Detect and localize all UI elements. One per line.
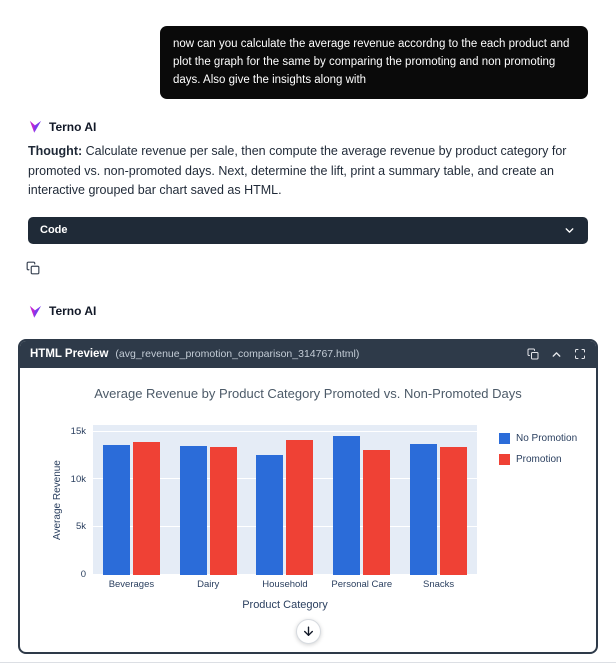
scroll-down-button[interactable] bbox=[295, 618, 321, 644]
preview-filename: (avg_revenue_promotion_comparison_314767… bbox=[115, 348, 360, 361]
gridline bbox=[93, 573, 477, 575]
bar-groups bbox=[93, 425, 477, 575]
user-message-row: now can you calculate the average revenu… bbox=[0, 0, 616, 100]
bar-group bbox=[247, 425, 324, 575]
chevron-up-icon bbox=[550, 348, 563, 361]
bar bbox=[440, 446, 468, 575]
assistant-name: Terno AI bbox=[49, 304, 97, 319]
copy-button[interactable] bbox=[24, 259, 42, 277]
arrow-down-icon bbox=[302, 625, 315, 638]
gridline bbox=[93, 478, 477, 480]
legend: No Promotion Promotion bbox=[499, 425, 577, 611]
terno-logo-icon bbox=[28, 304, 43, 319]
bar bbox=[410, 444, 438, 575]
bar-group bbox=[323, 425, 400, 575]
bar bbox=[209, 446, 237, 575]
y-tick-label: 15k bbox=[70, 425, 86, 437]
bar-group bbox=[400, 425, 477, 575]
x-tick-label: Personal Care bbox=[331, 578, 393, 590]
x-tick-label: Beverages bbox=[108, 578, 155, 590]
assistant-header: Terno AI bbox=[28, 119, 616, 134]
plot-area: 0 5k 10k 15k bbox=[71, 424, 477, 579]
gridline bbox=[93, 525, 477, 527]
collapse-button[interactable] bbox=[550, 348, 563, 361]
assistant-name: Terno AI bbox=[49, 119, 97, 134]
fullscreen-icon bbox=[574, 348, 586, 360]
bar bbox=[102, 445, 130, 575]
y-tick-label: 10k bbox=[70, 473, 86, 485]
bar bbox=[256, 454, 284, 575]
y-axis-title: Average Revenue bbox=[52, 459, 63, 540]
bar bbox=[132, 442, 160, 575]
legend-label: Promotion bbox=[516, 453, 562, 465]
x-axis-title: Product Category bbox=[242, 598, 328, 611]
x-tick-label: Household bbox=[262, 578, 308, 590]
legend-item[interactable]: No Promotion bbox=[499, 432, 578, 444]
copy-icon bbox=[527, 348, 539, 360]
fullscreen-button[interactable] bbox=[574, 348, 586, 360]
legend-swatch bbox=[499, 453, 510, 465]
scroll-button-row bbox=[28, 618, 588, 644]
bar bbox=[179, 446, 207, 575]
preview-title: HTML Preview bbox=[30, 348, 109, 361]
bar-group bbox=[93, 425, 170, 575]
bar-group bbox=[170, 425, 247, 575]
thought-text: Calculate revenue per sale, then compute… bbox=[28, 144, 567, 198]
preview-actions bbox=[527, 348, 586, 361]
chart-title: Average Revenue by Product Category Prom… bbox=[94, 385, 522, 401]
bar bbox=[286, 440, 314, 575]
legend-label: No Promotion bbox=[516, 432, 578, 444]
gridline bbox=[93, 430, 477, 432]
copy-icon bbox=[26, 261, 40, 275]
user-message-bubble: now can you calculate the average revenu… bbox=[160, 26, 588, 100]
legend-swatch bbox=[499, 432, 510, 444]
y-tick-label: 0 bbox=[80, 568, 86, 580]
preview-header: HTML Preview (avg_revenue_promotion_comp… bbox=[20, 340, 596, 368]
y-tick-label: 5k bbox=[75, 521, 86, 533]
chevron-down-icon bbox=[563, 224, 576, 237]
code-toggle[interactable]: Code bbox=[28, 216, 588, 244]
x-tick-label: Dairy bbox=[197, 578, 220, 590]
thought-label: Thought: bbox=[28, 144, 83, 159]
preview-body: Average Revenue by Product Category Prom… bbox=[20, 368, 596, 652]
code-toggle-label: Code bbox=[40, 224, 68, 237]
x-tick-label: Snacks bbox=[423, 578, 455, 590]
x-tick-labels: Beverages Dairy Household Personal Care Snac… bbox=[93, 579, 477, 590]
bar bbox=[363, 449, 391, 575]
copy-button[interactable] bbox=[527, 348, 539, 360]
legend-item[interactable]: Promotion bbox=[499, 453, 577, 465]
assistant-header: Terno AI bbox=[28, 304, 616, 319]
chart: Average Revenue 0 5k 10k 15k Beverages Dairy… bbox=[28, 424, 588, 611]
bar bbox=[333, 436, 361, 575]
plot-column: 0 5k 10k 15k Beverages Dairy Household Persona… bbox=[71, 424, 477, 611]
divider bbox=[0, 662, 616, 663]
thought-paragraph: Thought: Calculate revenue per sale, the… bbox=[28, 142, 588, 200]
terno-logo-icon bbox=[28, 119, 43, 134]
html-preview-panel: HTML Preview (avg_revenue_promotion_comp… bbox=[18, 338, 598, 654]
